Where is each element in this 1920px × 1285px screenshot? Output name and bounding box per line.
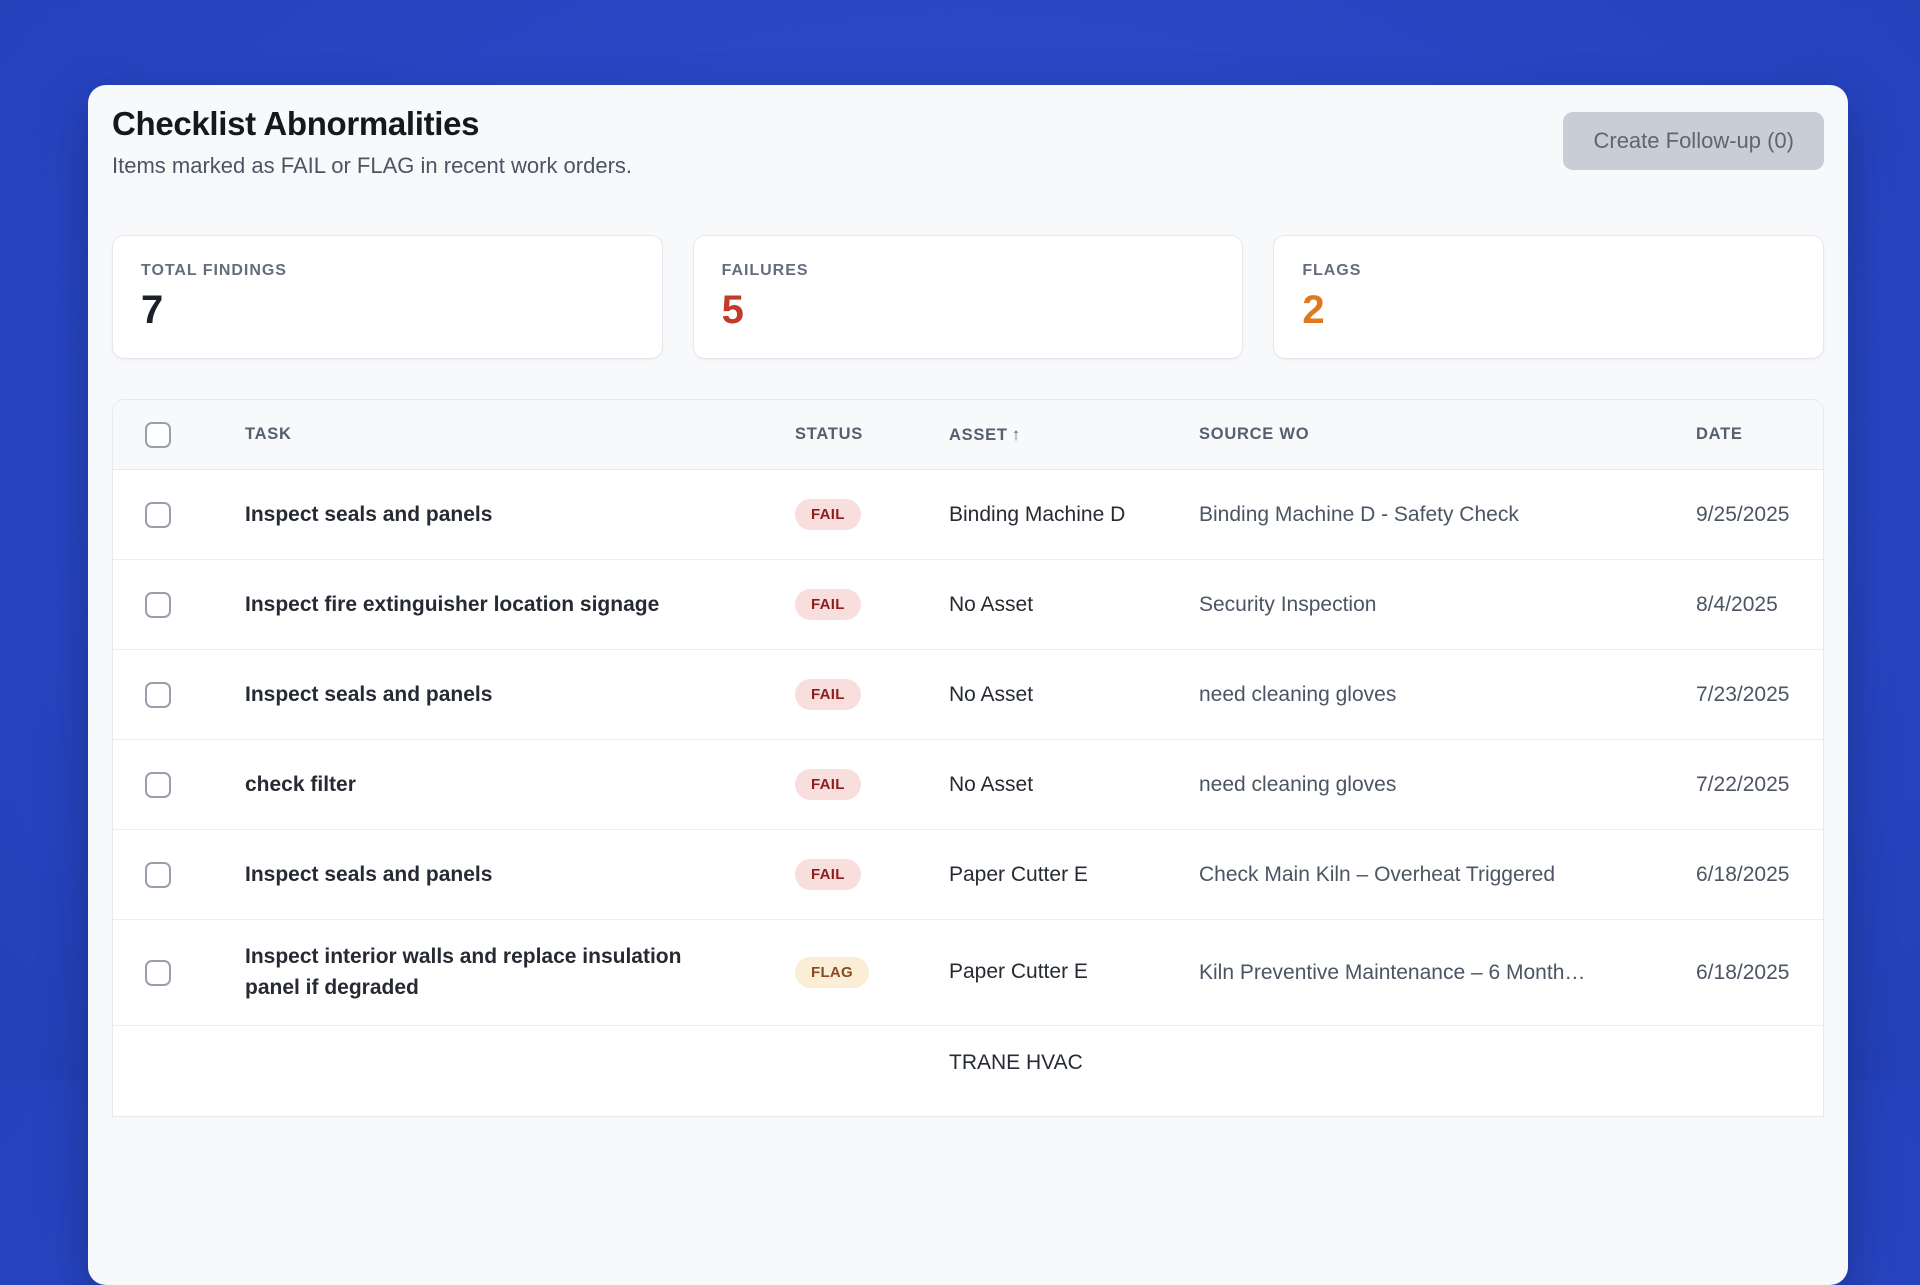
status-badge: FAIL xyxy=(795,589,861,621)
stat-label: FLAGS xyxy=(1302,262,1362,280)
task-cell: Inspect seals and panels xyxy=(245,862,493,886)
column-header-date[interactable]: DATE xyxy=(1696,425,1743,444)
table-row[interactable]: Inspect interior walls and replace insul… xyxy=(113,920,1823,1027)
task-cell: Inspect seals and panels xyxy=(245,502,493,526)
table-row[interactable]: Inspect fire extinguisher location signa… xyxy=(113,560,1823,651)
asset-cell: No Asset xyxy=(949,592,1034,616)
row-checkbox-cell xyxy=(113,771,211,798)
column-header-task[interactable]: TASK xyxy=(245,425,292,444)
date-cell: 7/22/2025 xyxy=(1696,772,1790,796)
status-badge: FAIL xyxy=(795,499,861,531)
row-checkbox-cell xyxy=(113,959,211,986)
status-cell: FAIL xyxy=(779,499,949,531)
stat-card: FAILURES 5 xyxy=(692,235,1244,360)
panel-header: Checklist Abnormalities Items marked as … xyxy=(112,103,1824,179)
page-subtitle: Items marked as FAIL or FLAG in recent w… xyxy=(112,153,633,179)
date-cell: 6/18/2025 xyxy=(1696,862,1790,886)
stat-label: TOTAL FINDINGS xyxy=(141,262,287,280)
row-checkbox-cell xyxy=(113,591,211,618)
asset-cell: Paper Cutter E xyxy=(949,862,1088,886)
create-follow-up-button[interactable]: Create Follow-up (0) xyxy=(1563,112,1824,171)
table-header-row: TASK STATUS ASSET ↑ SOURCE WO DATE xyxy=(113,400,1823,471)
source-wo-cell: Security Inspection xyxy=(1199,592,1377,616)
asset-cell: Binding Machine D xyxy=(949,502,1126,526)
status-cell: FAIL xyxy=(779,769,949,801)
row-checkbox[interactable] xyxy=(145,591,171,618)
task-cell: check filter xyxy=(245,772,356,796)
status-cell: FLAG xyxy=(779,957,949,989)
source-wo-cell: Kiln Preventive Maintenance – 6 Month… xyxy=(1199,960,1586,984)
asset-cell: Paper Cutter E xyxy=(949,960,1088,984)
column-header-asset[interactable]: ASSET ↑ xyxy=(949,424,1021,444)
column-header-source-wo[interactable]: SOURCE WO xyxy=(1199,425,1310,444)
panel-header-text: Checklist Abnormalities Items marked as … xyxy=(112,103,632,179)
stat-card: FLAGS 2 xyxy=(1273,235,1824,360)
source-wo-cell: Binding Machine D - Safety Check xyxy=(1199,502,1519,526)
row-checkbox-cell xyxy=(113,681,211,708)
column-header-status[interactable]: STATUS xyxy=(795,425,864,444)
asset-cell: No Asset xyxy=(949,682,1034,706)
task-cell: Inspect interior walls and replace insul… xyxy=(245,945,682,999)
task-cell: Inspect fire extinguisher location signa… xyxy=(245,592,660,616)
row-checkbox[interactable] xyxy=(145,861,171,888)
stat-label: FAILURES xyxy=(721,262,809,280)
status-cell: FAIL xyxy=(779,859,949,891)
date-cell: 9/25/2025 xyxy=(1696,502,1790,526)
page-title: Checklist Abnormalities xyxy=(112,105,480,142)
row-checkbox-cell xyxy=(113,501,211,528)
task-cell: Inspect seals and panels xyxy=(245,682,493,706)
sort-ascending-icon: ↑ xyxy=(1011,424,1021,444)
row-checkbox[interactable] xyxy=(145,681,171,708)
date-cell: 6/18/2025 xyxy=(1696,960,1790,984)
status-cell: FAIL xyxy=(779,589,949,621)
table-row[interactable]: Inspect seals and panels FAIL Paper Cutt… xyxy=(113,830,1823,921)
table-row[interactable]: Inspect seals and panels FAIL No Asset n… xyxy=(113,650,1823,741)
row-checkbox[interactable] xyxy=(145,771,171,798)
stat-value: 5 xyxy=(721,288,744,333)
status-cell: FAIL xyxy=(779,679,949,711)
table-row[interactable]: check filter FAIL No Asset need cleaning… xyxy=(113,740,1823,831)
row-checkbox[interactable] xyxy=(145,501,171,528)
source-wo-cell: need cleaning gloves xyxy=(1199,682,1397,706)
table-row[interactable]: TRANE HVAC xyxy=(113,1026,1823,1117)
findings-table: TASK STATUS ASSET ↑ SOURCE WO DATE Inspec… xyxy=(112,399,1824,1118)
status-badge: FAIL xyxy=(795,679,861,711)
checklist-abnormalities-panel: Checklist Abnormalities Items marked as … xyxy=(88,85,1848,1285)
row-checkbox[interactable] xyxy=(145,959,171,986)
stat-card: TOTAL FINDINGS 7 xyxy=(112,235,663,360)
date-cell: 8/4/2025 xyxy=(1696,592,1778,616)
table-row[interactable]: Inspect seals and panels FAIL Binding Ma… xyxy=(113,470,1823,561)
date-cell: 7/23/2025 xyxy=(1696,682,1790,706)
status-badge: FLAG xyxy=(795,957,870,989)
stat-value: 7 xyxy=(141,288,164,333)
asset-cell: TRANE HVAC xyxy=(949,1051,1083,1075)
status-badge: FAIL xyxy=(795,769,861,801)
summary-stats: TOTAL FINDINGS 7 FAILURES 5 FLAGS 2 xyxy=(112,235,1824,360)
row-checkbox-cell xyxy=(113,861,211,888)
status-badge: FAIL xyxy=(795,859,861,891)
source-wo-cell: need cleaning gloves xyxy=(1199,772,1397,796)
table-header-checkbox-cell xyxy=(113,421,211,448)
source-wo-cell: Check Main Kiln – Overheat Triggered xyxy=(1199,862,1556,886)
table-body: Inspect seals and panels FAIL Binding Ma… xyxy=(113,470,1823,1117)
select-all-checkbox[interactable] xyxy=(145,421,171,448)
stat-value: 2 xyxy=(1302,288,1325,333)
asset-cell: No Asset xyxy=(949,772,1034,796)
